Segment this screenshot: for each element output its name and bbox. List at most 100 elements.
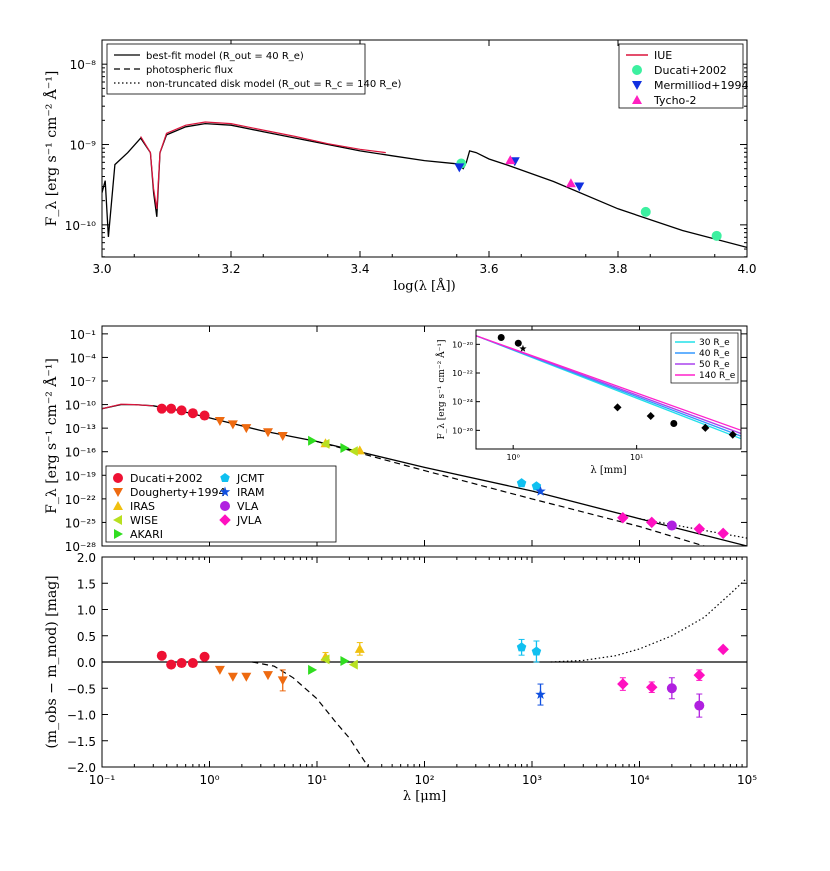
data-point-Dougherty+1994: [227, 420, 238, 430]
y-axis-label: F_λ [erg s⁻¹ cm⁻² Å⁻¹]: [42, 358, 60, 514]
y-tick-label: 10⁻⁸: [70, 58, 97, 72]
residual-point-Dougherty+1994: [277, 676, 288, 686]
y-tick-label: 10⁻²⁸: [65, 540, 96, 554]
inset-panel: 10⁻²⁰ 10⁻²² 10⁻²⁴ 10⁻²⁶ 10⁰ 10¹ λ [mm] F_λ [erg…: [435, 329, 742, 476]
data-point-Dougherty+1994: [214, 417, 225, 427]
data-point-Tycho-2: [565, 178, 576, 188]
data-point-Dougherty+1994: [241, 424, 252, 434]
legend-marker-Ducati+2002: [113, 473, 123, 483]
x-tick-label: 10⁻¹: [89, 773, 116, 787]
residual-point-WISE: [320, 654, 330, 665]
legend-label: Ducati+2002: [654, 64, 727, 77]
inset-data-point: [646, 411, 655, 421]
residual-point-Dougherty+1994: [227, 672, 238, 682]
data-point-Tycho-2: [505, 155, 516, 165]
residual-point-WISE: [348, 659, 358, 670]
residual-point-JVLA: [645, 681, 658, 693]
residual-point-IRAS: [354, 643, 365, 653]
y-tick-label: −1.5: [67, 735, 96, 749]
y-tick-label: 10⁻⁹: [70, 139, 97, 153]
residual-point-Dougherty+1994: [241, 672, 252, 682]
inset-legend-label: 50 R_e: [699, 360, 730, 370]
inset-data-point: [613, 403, 622, 412]
residual-point-IRAM: [535, 689, 546, 699]
inset-y-tick-label: 10⁻²⁰: [452, 340, 473, 349]
y-tick-label: 10⁻¹⁰: [65, 219, 96, 233]
x-tick-label: 10⁵: [737, 773, 757, 787]
residual-point-AKARI: [340, 655, 350, 666]
legend-label: photospheric flux: [146, 65, 233, 76]
y-tick-label: 10⁻¹⁹: [65, 469, 96, 483]
legend-label: IRAS: [130, 500, 155, 513]
photospheric-residual-line: [252, 661, 369, 767]
inset-x-tick-label: 10¹: [630, 453, 643, 462]
data-point-Ducati+2002: [711, 230, 722, 241]
data-point-Ducati+2002: [640, 206, 651, 217]
residual-point-JVLA: [693, 669, 706, 681]
legend-marker-VLA: [220, 501, 230, 511]
inset-y-tick-label: 10⁻²⁶: [452, 426, 473, 435]
data-point-JVLA: [617, 511, 629, 524]
y-tick-label: 2.0: [77, 551, 96, 565]
inset-legend-label: 40 R_e: [699, 349, 730, 359]
y-axis-label: (m_obs − m_mod) [mag]: [44, 575, 60, 748]
residual-point-JCMT: [516, 642, 527, 652]
legend-label: JVLA: [236, 514, 262, 527]
photospheric-line: [316, 440, 705, 546]
inset-legend-label: 140 R_e: [699, 371, 736, 381]
residual-point-VLA: [694, 700, 705, 711]
data-point-Ducati+2002: [199, 410, 210, 421]
x-tick-label: 3.8: [608, 262, 627, 276]
data-point-JVLA: [645, 516, 658, 529]
inset-y-tick-label: 10⁻²²: [452, 369, 473, 378]
residual-point-JCMT: [531, 646, 542, 656]
legend-label: Dougherty+1994: [130, 486, 225, 499]
data-point-JVLA: [717, 527, 729, 540]
legend-marker-IRAM: [219, 486, 231, 497]
y-tick-label: 10⁻¹³: [65, 422, 96, 436]
residual-point-Ducati+2002: [187, 658, 198, 669]
inset-x-label: λ [mm]: [590, 465, 626, 476]
inset-data-point: [497, 333, 505, 341]
data-point-VLA: [666, 520, 677, 531]
inset-data-point: [728, 430, 737, 439]
residual-point-JVLA: [617, 678, 629, 690]
x-tick-label: 10¹: [307, 773, 327, 787]
y-tick-label: −1.0: [67, 709, 96, 723]
legend-marker-Ducati+2002: [632, 65, 642, 75]
inset-data-point: [514, 339, 522, 347]
y-tick-label: 10⁻⁴: [70, 351, 97, 365]
residual-point-Dougherty+1994: [262, 671, 273, 681]
x-axis-label: log(λ [Å]): [393, 278, 455, 294]
best-fit-model-line: [102, 122, 747, 249]
residual-point-Ducati+2002: [199, 651, 210, 662]
legend-box: [106, 43, 366, 95]
y-tick-label: −2.0: [67, 761, 96, 775]
iue-spectrum-line: [102, 403, 154, 410]
y-tick-label: 10⁻²²: [65, 493, 96, 507]
legend-marker-JCMT: [220, 473, 230, 483]
y-tick-label: 10⁻¹⁰: [65, 399, 96, 413]
legend-marker-IRAS: [113, 501, 123, 510]
y-tick-label: 10⁻¹⁶: [65, 446, 96, 460]
data-point-JCMT: [531, 481, 542, 491]
x-tick-label: 4.0: [737, 262, 756, 276]
residual-point-Ducati+2002: [176, 658, 187, 669]
legend-marker-JVLA: [219, 514, 231, 526]
data-point-JCMT: [516, 478, 527, 488]
legend-label: IRAM: [237, 486, 264, 499]
legend-label: JCMT: [236, 472, 264, 485]
y-tick-label: 10⁻⁷: [70, 375, 97, 389]
residual-point-VLA: [666, 683, 677, 694]
x-tick-label: 3.0: [92, 262, 111, 276]
data-point-Mermilliod+1994: [574, 182, 585, 192]
iue-spectrum-line: [140, 121, 386, 209]
data-point-IRAM: [535, 485, 546, 496]
inset-legend-label: 30 R_e: [699, 338, 730, 348]
residual-point-Ducati+2002: [156, 650, 167, 661]
y-tick-label: 1.0: [77, 604, 96, 618]
data-point-Dougherty+1994: [262, 428, 273, 438]
